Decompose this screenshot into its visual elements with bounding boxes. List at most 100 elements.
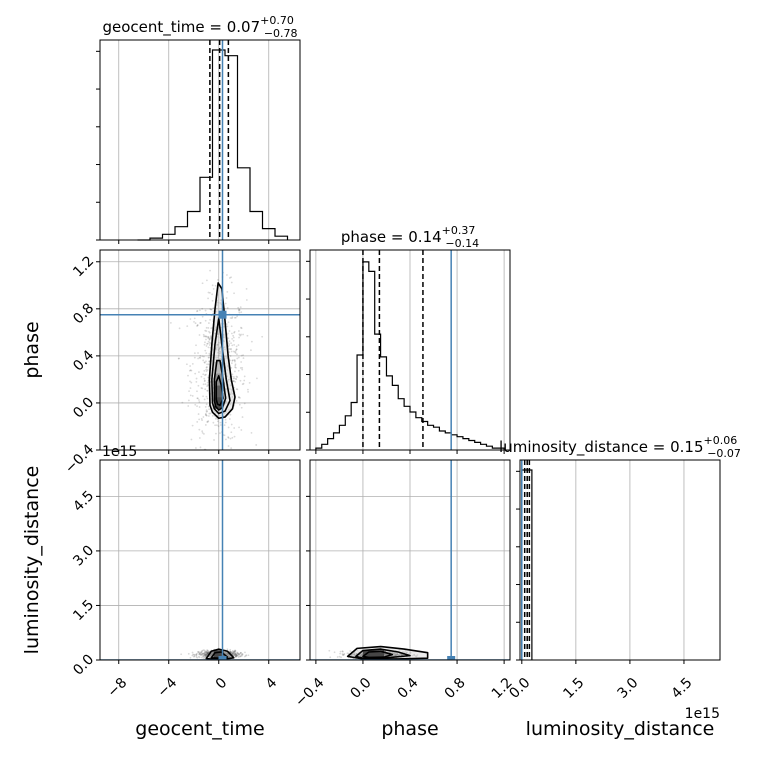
density-cell bbox=[214, 373, 224, 386]
scatter-point bbox=[205, 338, 207, 341]
scatter-point bbox=[217, 348, 220, 351]
scatter-point bbox=[229, 655, 231, 658]
scatter-point bbox=[394, 652, 397, 655]
scatter-point bbox=[227, 653, 229, 656]
scatter-point bbox=[207, 651, 210, 654]
scatter-point bbox=[225, 652, 228, 655]
scatter-point bbox=[206, 369, 209, 371]
scatter-point bbox=[233, 343, 236, 346]
scatter-point bbox=[206, 652, 209, 655]
scatter-point bbox=[214, 284, 217, 287]
scatter-point bbox=[227, 436, 230, 438]
scatter-point bbox=[231, 651, 234, 653]
scatter-point bbox=[217, 356, 219, 359]
panel-border bbox=[99, 459, 301, 661]
scatter-point bbox=[235, 654, 238, 657]
scatter-point bbox=[199, 652, 201, 655]
scatter-point bbox=[204, 651, 207, 653]
scatter-point bbox=[234, 363, 237, 366]
scatter-point bbox=[236, 353, 238, 356]
scatter-point bbox=[223, 424, 226, 427]
scatter-point bbox=[216, 304, 218, 306]
scatter-point bbox=[204, 374, 206, 376]
scatter-point bbox=[235, 388, 238, 391]
scatter-point bbox=[389, 651, 392, 654]
scatter-point bbox=[211, 651, 214, 654]
scatter-point bbox=[341, 653, 344, 655]
scatter-point bbox=[224, 652, 227, 654]
scatter-point bbox=[235, 654, 238, 657]
scatter-point bbox=[234, 655, 237, 658]
scatter-point bbox=[207, 337, 210, 339]
scatter-point bbox=[207, 415, 210, 417]
scatter-point bbox=[228, 351, 231, 354]
scatter-point bbox=[206, 652, 209, 655]
scatter-point bbox=[396, 653, 399, 655]
scatter-point bbox=[207, 346, 210, 349]
scatter-point bbox=[201, 307, 204, 310]
scatter-point bbox=[192, 653, 194, 656]
scatter-point bbox=[206, 389, 209, 392]
scatter-point bbox=[205, 368, 208, 371]
scatter-point bbox=[360, 653, 363, 656]
scatter-point bbox=[211, 653, 214, 656]
scatter-point bbox=[225, 652, 228, 655]
scatter-point bbox=[200, 651, 203, 654]
scatter-point bbox=[235, 348, 238, 351]
scatter-point bbox=[226, 454, 228, 456]
scatter-point bbox=[214, 328, 217, 331]
scatter-point bbox=[388, 651, 391, 654]
scatter-point bbox=[232, 336, 235, 339]
panel-2d-0: −0.4 0.0 0.4 0.8 1.2 bbox=[62, 249, 301, 477]
scatter-point bbox=[398, 654, 400, 657]
scatter-point bbox=[206, 652, 209, 655]
scatter-point bbox=[231, 653, 234, 655]
scatter-point bbox=[226, 291, 229, 293]
histogram-step bbox=[315, 261, 505, 450]
scatter-point bbox=[217, 343, 220, 346]
scatter-point bbox=[226, 654, 229, 656]
scatter-point bbox=[206, 420, 209, 423]
scatter-point bbox=[200, 375, 203, 378]
scatter-point bbox=[241, 366, 244, 369]
scatter-point bbox=[205, 366, 208, 369]
scatter-point bbox=[240, 326, 242, 329]
scatter-point bbox=[203, 379, 206, 382]
scatter-point bbox=[205, 653, 207, 656]
scatter-point bbox=[218, 352, 221, 355]
scatter-point bbox=[197, 384, 200, 387]
scatter-point bbox=[230, 276, 232, 279]
scatter-point bbox=[198, 334, 201, 336]
scatter-point bbox=[234, 653, 237, 656]
scatter-point bbox=[393, 652, 395, 654]
scatter-point bbox=[208, 354, 211, 357]
scatter-point bbox=[211, 651, 214, 654]
scatter-point bbox=[205, 651, 208, 654]
scatter-point bbox=[193, 321, 195, 323]
scatter-point bbox=[200, 417, 203, 420]
scatter-point bbox=[392, 652, 395, 655]
scatter-point bbox=[396, 652, 399, 655]
scatter-point bbox=[204, 654, 206, 657]
scatter-point bbox=[190, 381, 193, 384]
x-tick-label: 4.5 bbox=[669, 675, 696, 702]
scatter-point bbox=[205, 414, 208, 417]
scatter-point bbox=[199, 309, 201, 312]
scatter-point bbox=[228, 656, 231, 658]
scatter-point bbox=[195, 654, 198, 657]
scatter-point bbox=[236, 315, 239, 318]
scatter-point bbox=[209, 318, 211, 321]
y-tick-label: 0.0 bbox=[70, 394, 97, 421]
scatter-point bbox=[193, 317, 196, 320]
panel-content bbox=[310, 460, 510, 660]
scatter-point bbox=[347, 652, 350, 655]
scatter-point bbox=[235, 399, 238, 402]
scatter-point bbox=[394, 654, 397, 656]
scatter-point bbox=[210, 653, 213, 656]
scatter-point bbox=[241, 653, 244, 656]
scatter-point bbox=[226, 653, 229, 656]
scatter-point bbox=[231, 390, 233, 393]
scatter-point bbox=[204, 329, 207, 332]
scatter-point bbox=[229, 413, 232, 416]
scatter-point bbox=[229, 650, 232, 653]
